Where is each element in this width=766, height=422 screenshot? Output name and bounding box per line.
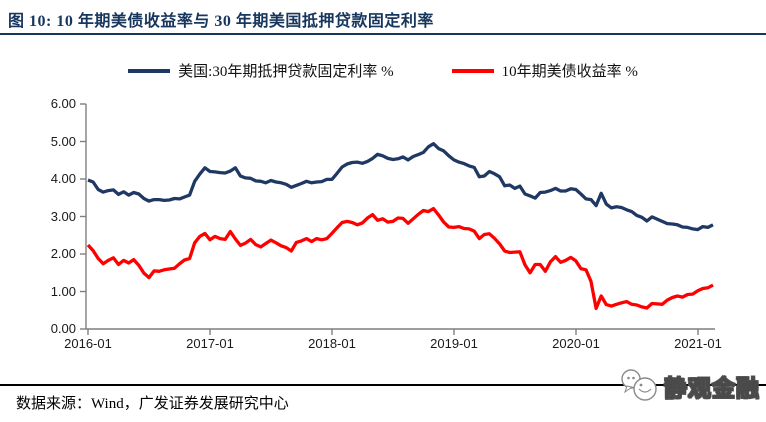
y-tick-label: 3.00: [50, 208, 76, 224]
treasury-yield-line: [86, 206, 714, 311]
x-tick-label: 2017-01: [186, 336, 234, 351]
mortgage-line-swatch-icon: [128, 68, 171, 73]
y-tick-label: 5.00: [50, 133, 76, 149]
page-title: 图 10: 10 年期美债收益率与 30 年期美国抵押贷款固定利率: [8, 13, 434, 30]
data-source-text: 数据来源：Wind，广发证券发展研究中心: [16, 396, 289, 412]
panda-chat-bubble-logo-icon: [621, 369, 657, 401]
x-tick-label: 2021-01: [674, 336, 722, 351]
y-tick-label: 4.00: [50, 171, 76, 186]
legend-item-mortgage: 美国:30年期抵押贷款固定利率 %: [128, 60, 394, 81]
y-tick-label: 0.00: [50, 321, 76, 336]
logo-text: 静观金融: [663, 374, 760, 401]
jingguan-finance-logo: 静观金融: [618, 364, 760, 408]
mortgage-rate-line: [87, 142, 714, 232]
title-underline: [0, 33, 766, 35]
y-tick-label: 2.00: [50, 246, 76, 261]
legend-item-treasury: 10年期美债收益率 %: [451, 60, 638, 81]
legend-label-treasury: 10年期美债收益率 %: [501, 64, 638, 80]
footer-separator-line: [0, 384, 766, 386]
x-tick-label: 2018-01: [308, 336, 356, 351]
legend-label-mortgage: 美国:30年期抵押贷款固定利率 %: [178, 64, 394, 80]
x-tick-label: 2019-01: [430, 336, 478, 351]
x-tick-label: 2016-01: [64, 336, 112, 351]
treasury-line-swatch-icon: [451, 68, 494, 73]
x-tick-label: 2020-01: [552, 336, 600, 351]
y-tick-label: 1.00: [50, 283, 76, 299]
chart-legend: 美国:30年期抵押贷款固定利率 % 10年期美债收益率 %: [0, 60, 766, 81]
y-tick-label: 6.00: [50, 96, 76, 111]
